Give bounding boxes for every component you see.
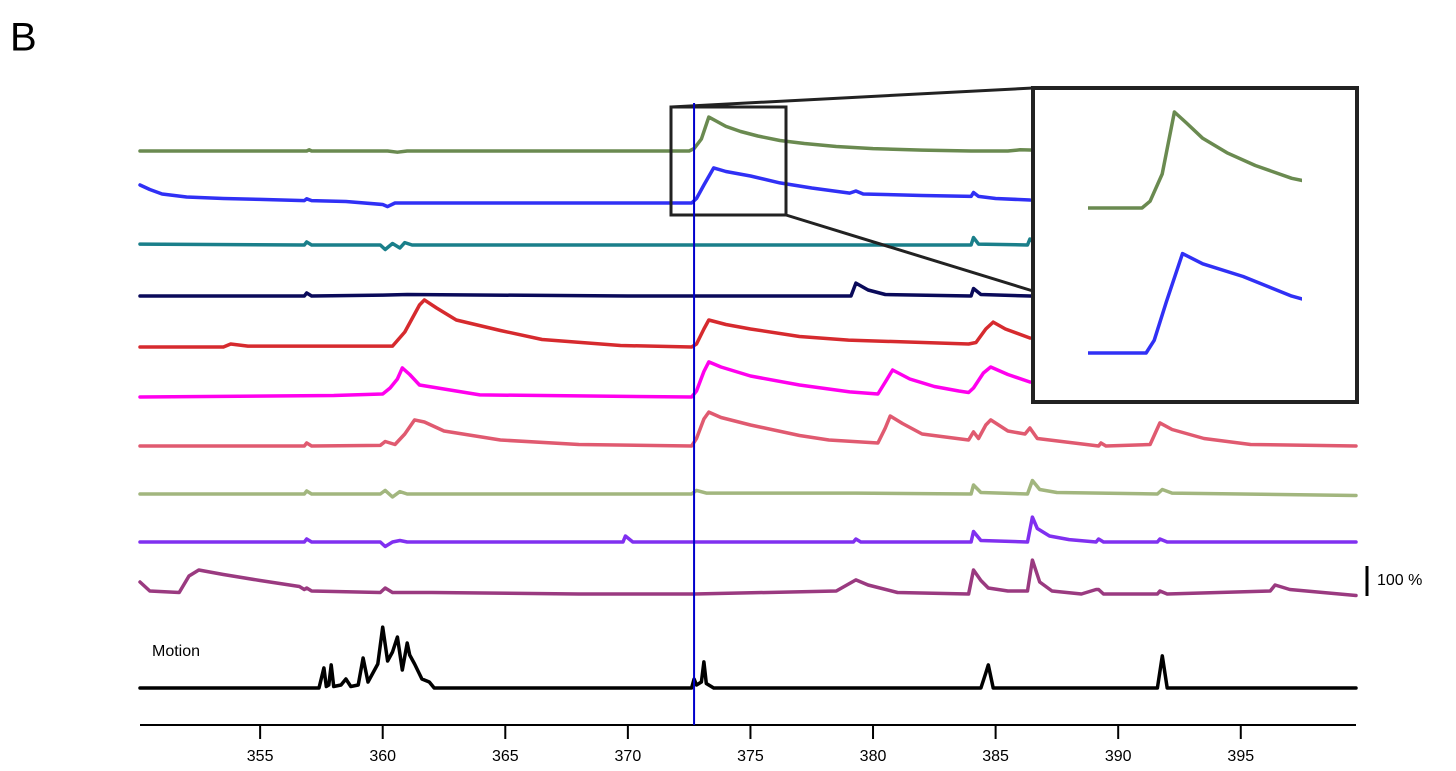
zoom-box [669, 105, 788, 217]
x-tick-label: 380 [860, 748, 887, 765]
trace [138, 558, 1358, 598]
trace [138, 281, 1358, 298]
inset-trace [1088, 110, 1302, 210]
trace [138, 515, 1358, 549]
trace [138, 115, 1358, 154]
traces: Motion [138, 115, 1358, 690]
x-tick-label: 385 [982, 748, 1009, 765]
x-tick-label: 370 [615, 748, 642, 765]
zoom-connector [785, 213, 1034, 293]
x-tick-label: 375 [737, 748, 764, 765]
trace [138, 410, 1358, 448]
x-tick-label: 365 [492, 748, 519, 765]
inset-box [1031, 86, 1359, 404]
inset-traces [1088, 110, 1302, 355]
x-tick-label: 390 [1105, 748, 1132, 765]
zoom [669, 86, 1359, 404]
trace [138, 298, 1358, 349]
x-axis: 355 360 365 370 375 380 385 390 395 [140, 724, 1356, 765]
trace [138, 625, 1358, 690]
scale-bar-label: 100 % [1377, 572, 1422, 589]
x-tick-label: 355 [247, 748, 274, 765]
x-tick-label: 360 [369, 748, 396, 765]
trace [138, 235, 1358, 252]
trace [138, 166, 1358, 209]
trace [138, 360, 1358, 399]
trace [138, 478, 1358, 499]
x-tick-label: 395 [1227, 748, 1254, 765]
trace-label: Motion [152, 643, 200, 660]
zoom-connector [670, 86, 1034, 109]
panel-label: B [10, 16, 37, 60]
inset-trace [1088, 251, 1302, 355]
